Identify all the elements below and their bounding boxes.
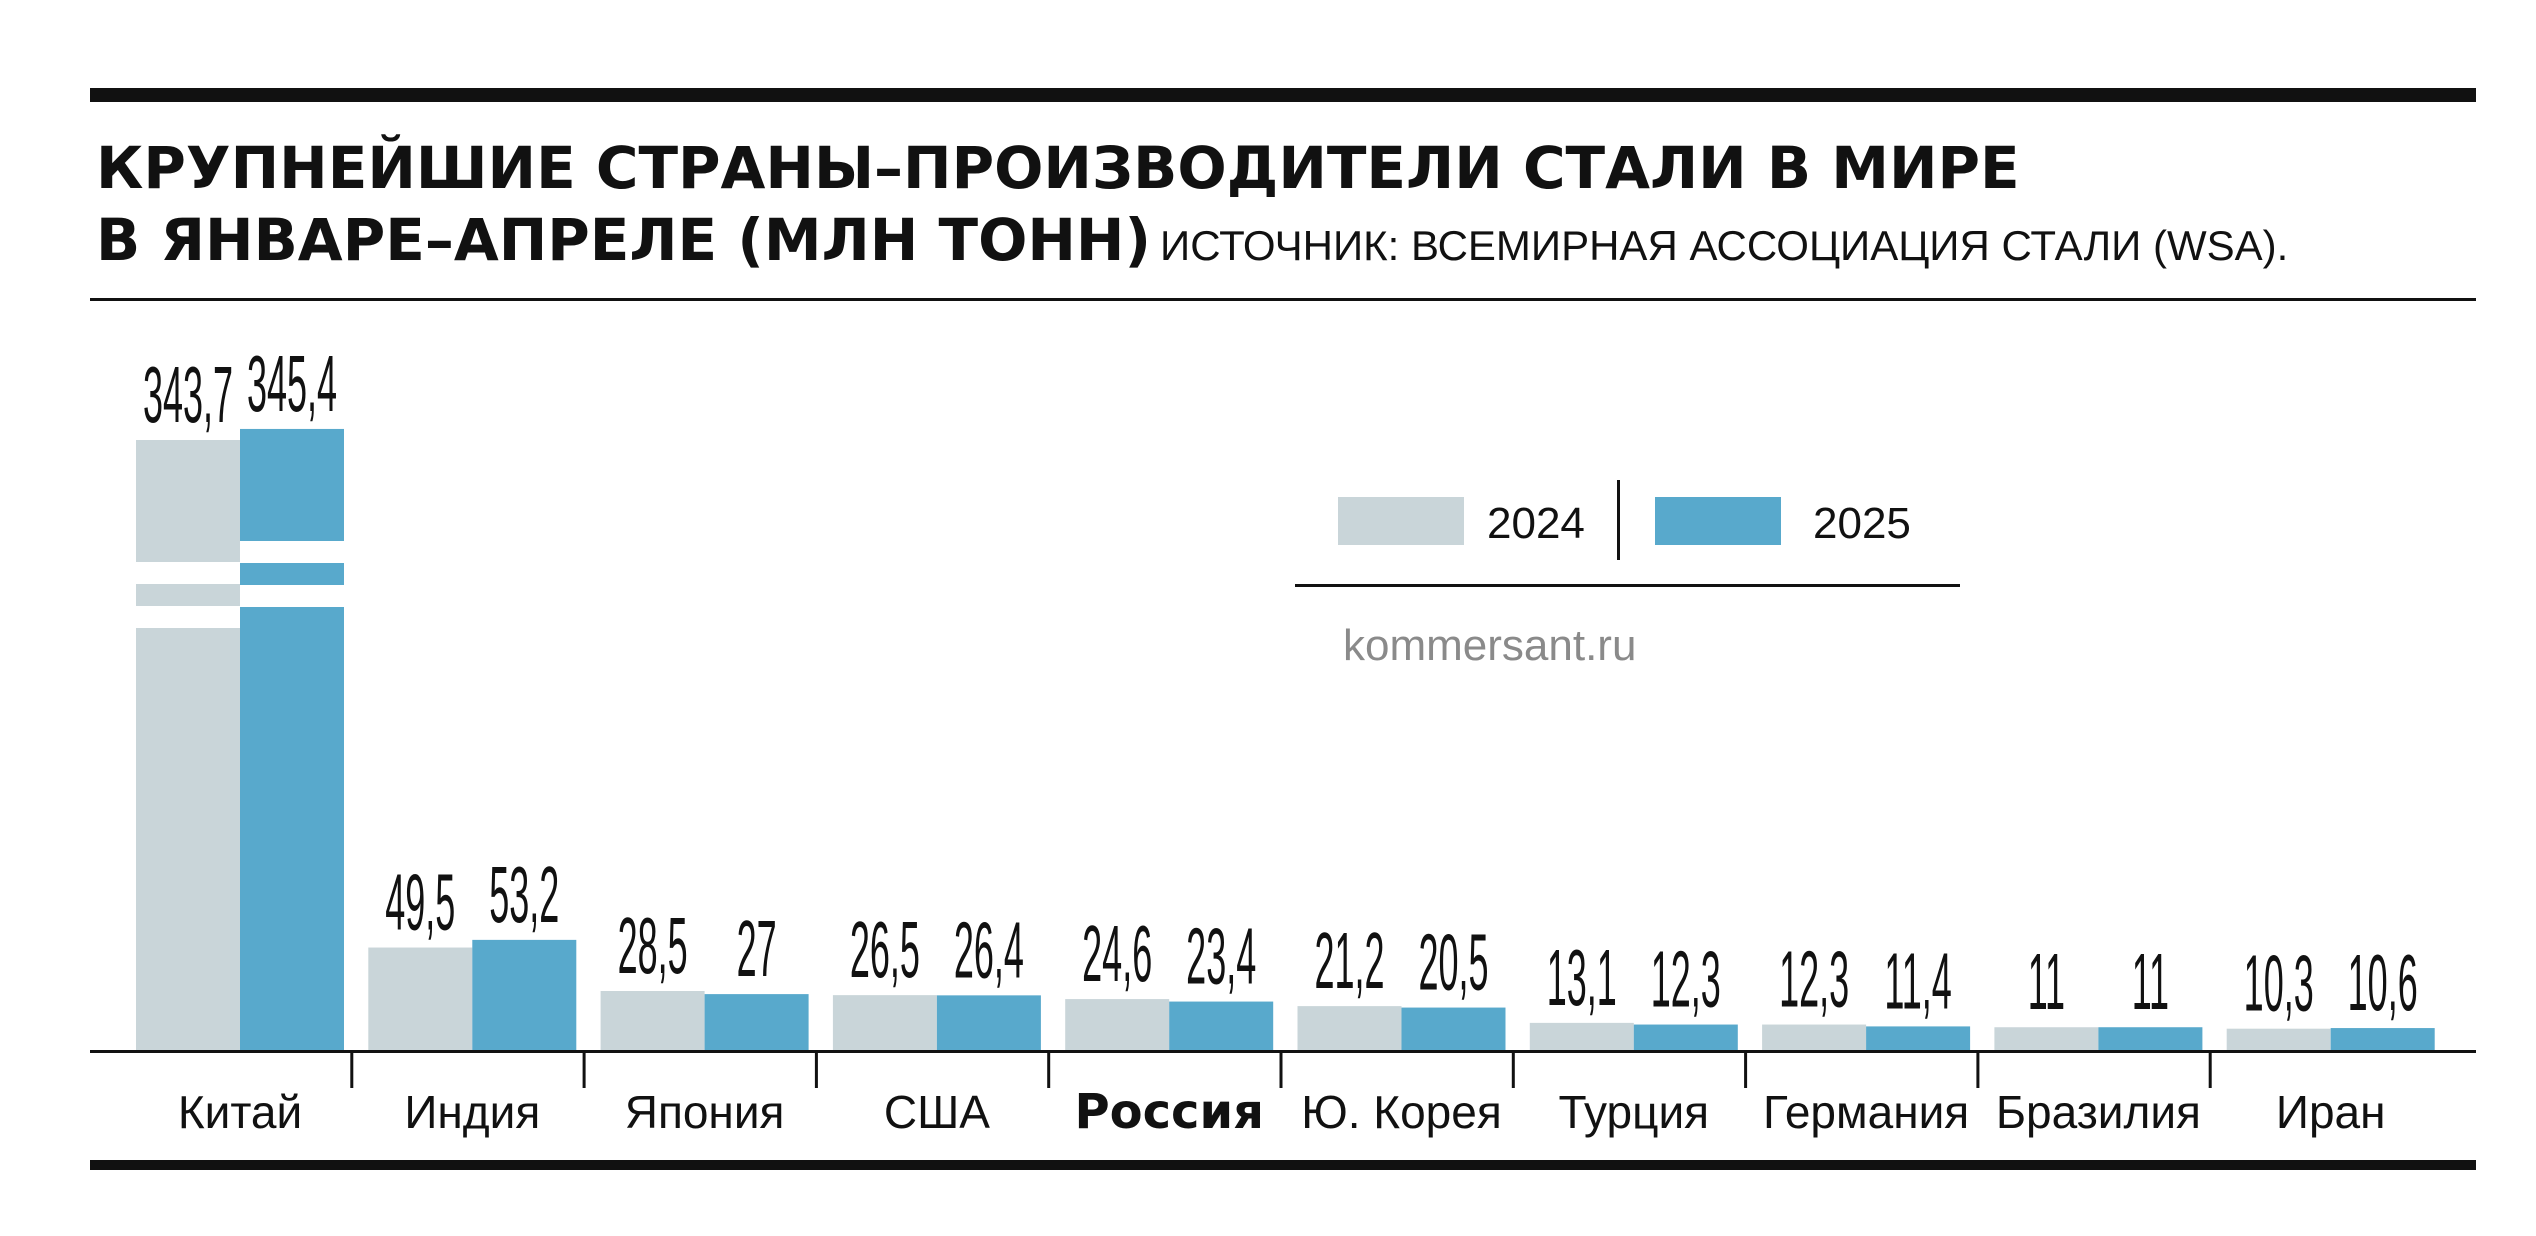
bar-2025-9 [2330,1028,2435,1050]
bar-2025-6 [1633,1024,1738,1050]
axis-tick-2 [582,1050,586,1088]
axis-tick-8 [1976,1050,1980,1088]
value-label-2024-4: 24,6 [1082,910,1152,999]
category-label-4: Россия [1074,1084,1264,1140]
bar-2024-3 [832,995,937,1050]
value-label-2025-2: 27 [737,905,777,994]
watermark: kommersant.ru [1343,621,1636,670]
axis-tick-5 [1279,1050,1283,1088]
bar-2024-5 [1297,1006,1402,1050]
bar-2024-1 [368,947,473,1050]
bar-2024-6 [1529,1022,1634,1050]
legend-label-2024: 2024 [1487,499,1585,548]
legend-label-2025: 2025 [1813,499,1911,548]
axis-break-gap-upper-2024 [136,562,240,584]
axis-break-gap-lower-2024 [136,606,240,628]
legend-underline [1295,584,1960,587]
top-thick-rule [90,88,2476,102]
axis-tick-1 [350,1050,354,1088]
category-label-3: США [884,1086,990,1138]
category-label-6: Турция [1559,1086,1710,1138]
category-label-1: Индия [404,1086,540,1138]
bar-2025-4 [1169,1001,1274,1050]
value-label-2024-8: 11 [2028,938,2065,1027]
value-label-2024-2: 28,5 [618,902,688,991]
bars-layer [136,428,2435,1050]
value-label-2025-4: 23,4 [1186,913,1256,1002]
axis-tick-4 [1047,1050,1051,1088]
chart-title-line2: В ЯНВАРЕ–АПРЕЛЕ (МЛН ТОНН) [96,206,1151,274]
bar-2025-5 [1401,1007,1506,1050]
legend-separator [1617,480,1620,560]
value-label-2025-6: 12,3 [1651,936,1721,1025]
chart-source: ИСТОЧНИК: ВСЕМИРНАЯ АССОЦИАЦИЯ СТАЛИ (WS… [1160,222,2288,269]
axis-tick-7 [1744,1050,1748,1088]
bar-2025-8 [2098,1027,2203,1050]
value-label-2025-5: 20,5 [1418,919,1488,1008]
axis-break-gap-upper-2025 [240,541,344,563]
value-label-2024-7: 12,3 [1779,936,1849,1025]
value-label-2024-1: 49,5 [385,859,455,948]
bar-2024-7 [1762,1024,1867,1050]
value-labels-layer: 343,7 345,4 49,5 53,2 28,5 27 26,5 26,4 24,6 23,4… [143,340,2418,1029]
bar-2025-7 [1866,1026,1971,1050]
value-label-2025-0: 345,4 [247,340,337,429]
axis-tick-9 [2208,1050,2212,1088]
bottom-thick-rule [90,1160,2476,1170]
value-label-2024-3: 26,5 [850,906,920,995]
value-label-2025-3: 26,4 [954,906,1024,995]
axis-tick-3 [814,1050,818,1088]
bar-2024-9 [2226,1028,2331,1050]
axis-tick-6 [1511,1050,1515,1088]
axis-break-gap-lower-2025 [240,585,344,607]
category-label-9: Иран [2276,1086,2386,1138]
category-labels-layer: Китай Индия Япония США Россия Ю. Корея Турция Г… [178,1084,2386,1140]
category-label-5: Ю. Корея [1301,1086,1502,1138]
bar-2025-1 [472,939,577,1050]
x-axis [90,1050,2476,1088]
value-label-2024-0: 343,7 [143,351,233,440]
value-label-2025-7: 11,4 [1884,937,1951,1026]
legend-swatch-2025 [1655,497,1781,545]
category-label-8: Бразилия [1996,1086,2201,1138]
chart-title-line1: КРУПНЕЙШИЕ СТРАНЫ–ПРОИЗВОДИТЕЛИ СТАЛИ В … [96,133,2020,202]
value-label-2025-8: 11 [2132,938,2169,1027]
bar-2025-0 [240,428,344,1050]
value-label-2025-1: 53,2 [489,851,559,940]
value-label-2024-6: 13,1 [1547,934,1617,1023]
value-label-2025-9: 10,6 [2348,939,2418,1028]
category-label-0: Китай [178,1086,302,1138]
category-label-7: Германия [1763,1086,1969,1138]
bar-2024-2 [600,991,705,1050]
header-divider [90,298,2476,301]
x-axis-line [90,1050,2476,1053]
bar-2025-3 [936,995,1041,1050]
value-label-2024-9: 10,3 [2244,940,2314,1029]
bar-2024-4 [1065,999,1170,1050]
bar-2025-2 [704,994,809,1050]
bar-2024-8 [1994,1027,2099,1050]
category-label-2: Япония [625,1086,785,1138]
legend-swatch-2024 [1338,497,1464,545]
value-label-2024-5: 21,2 [1314,917,1384,1006]
bar-2024-0 [136,440,240,1050]
